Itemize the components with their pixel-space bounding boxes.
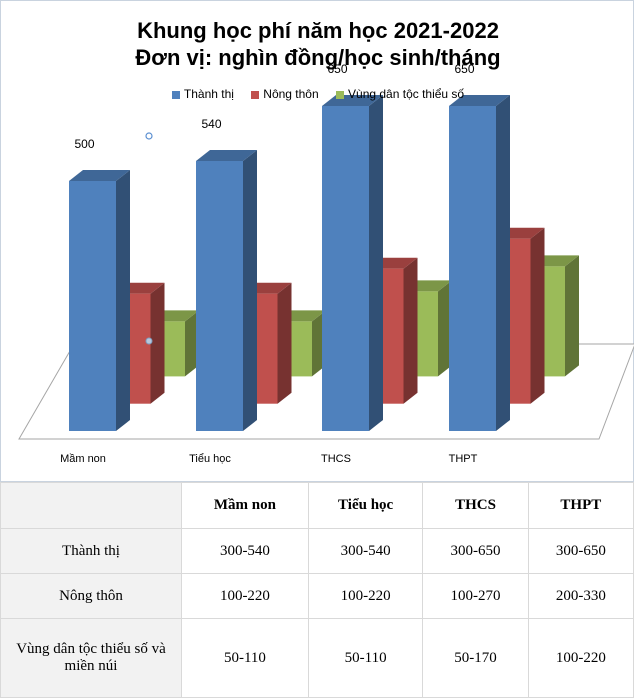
table-cell: 50-110: [307, 618, 424, 698]
table-cell: 300-540: [181, 528, 309, 574]
table-cell: 100-220: [307, 573, 424, 619]
table-row: Nông thôn 100-220 100-220 100-270 200-33…: [0, 573, 634, 619]
table-row: Thành thị 300-540 300-540 300-650 300-65…: [0, 528, 634, 574]
table-corner-cell: [0, 482, 182, 529]
bar-urban: [196, 161, 243, 431]
bar-top: [69, 170, 130, 181]
bar-urban: [322, 106, 369, 431]
table-row-label: Nông thôn: [0, 573, 182, 619]
table-cell: 300-650: [527, 528, 634, 574]
data-label: 650: [327, 62, 347, 76]
table-cell: 300-540: [307, 528, 424, 574]
legend-item-rural: Nông thôn: [251, 87, 319, 101]
chart-title: Khung học phí năm học 2021-2022: [137, 18, 499, 43]
legend-swatch-rural: [251, 90, 260, 99]
bar-top: [449, 95, 510, 106]
bar-side: [438, 280, 452, 377]
bar-side: [565, 255, 579, 377]
bar-side: [150, 282, 165, 404]
legend-swatch-ethnic: [336, 90, 345, 99]
category-label: Tiểu học: [189, 453, 231, 465]
legend-label-ethnic: Vùng dân tộc thiểu số: [348, 87, 465, 101]
table-column-header: THPT: [527, 482, 634, 529]
chart-plot: 110110170220220220270330500540650650Mầm …: [18, 62, 634, 465]
legend-label-rural: Nông thôn: [263, 87, 319, 101]
table-cell: 50-110: [181, 618, 309, 698]
bar-side: [277, 282, 292, 404]
bar-urban: [69, 181, 116, 431]
bar-side: [496, 95, 510, 431]
bar-side: [243, 150, 257, 431]
selection-handle-icon: [145, 132, 153, 140]
data-label: 650: [454, 62, 474, 76]
legend-swatch-urban: [171, 90, 180, 99]
table-cell: 50-170: [422, 618, 529, 698]
legend-item-urban: Thành thị: [171, 87, 234, 101]
bar-side: [530, 227, 545, 404]
table-row: Vùng dân tộc thiểu số và miền núi 50-110…: [0, 618, 634, 698]
table-column-header: Tiểu học: [307, 482, 424, 529]
bar-top: [196, 150, 257, 161]
table-row-label: Thành thị: [0, 528, 182, 574]
table-cell: 100-270: [422, 573, 529, 619]
bar-side: [369, 95, 383, 431]
chart-subtitle: Đơn vị: nghìn đồng/học sinh/tháng: [135, 45, 501, 70]
selection-handle-icon: [145, 337, 153, 345]
data-label: 540: [201, 117, 221, 131]
bar-side: [116, 170, 130, 431]
table-header-row: Mầm non Tiểu học THCS THPT: [0, 482, 634, 529]
table-column-header: THCS: [422, 482, 529, 529]
chart-title-block: Khung học phí năm học 2021-2022 Đơn vị: …: [1, 17, 634, 71]
bar-side: [403, 257, 418, 404]
legend-label-urban: Thành thị: [183, 87, 234, 101]
category-label: THPT: [449, 453, 478, 465]
table-cell: 100-220: [181, 573, 309, 619]
legend-item-ethnic: Vùng dân tộc thiểu số: [336, 87, 464, 101]
chart-legend: Thành thị Nông thôn Vùng dân tộc thiểu s…: [1, 87, 634, 101]
data-label: 500: [74, 137, 94, 151]
category-label: Mầm non: [60, 453, 106, 465]
category-label: THCS: [321, 453, 351, 465]
fee-table: Mầm non Tiểu học THCS THPT Thành thị 300…: [0, 482, 634, 698]
table-cell: 200-330: [527, 573, 634, 619]
table-cell: 100-220: [527, 618, 634, 698]
bar-side: [185, 310, 199, 377]
table-cell: 300-650: [422, 528, 529, 574]
bar-urban: [449, 106, 496, 431]
table-row-label: Vùng dân tộc thiểu số và miền núi: [0, 618, 182, 698]
chart-area: 110110170220220220270330500540650650Mầm …: [0, 0, 634, 482]
table-column-header: Mầm non: [181, 482, 309, 529]
